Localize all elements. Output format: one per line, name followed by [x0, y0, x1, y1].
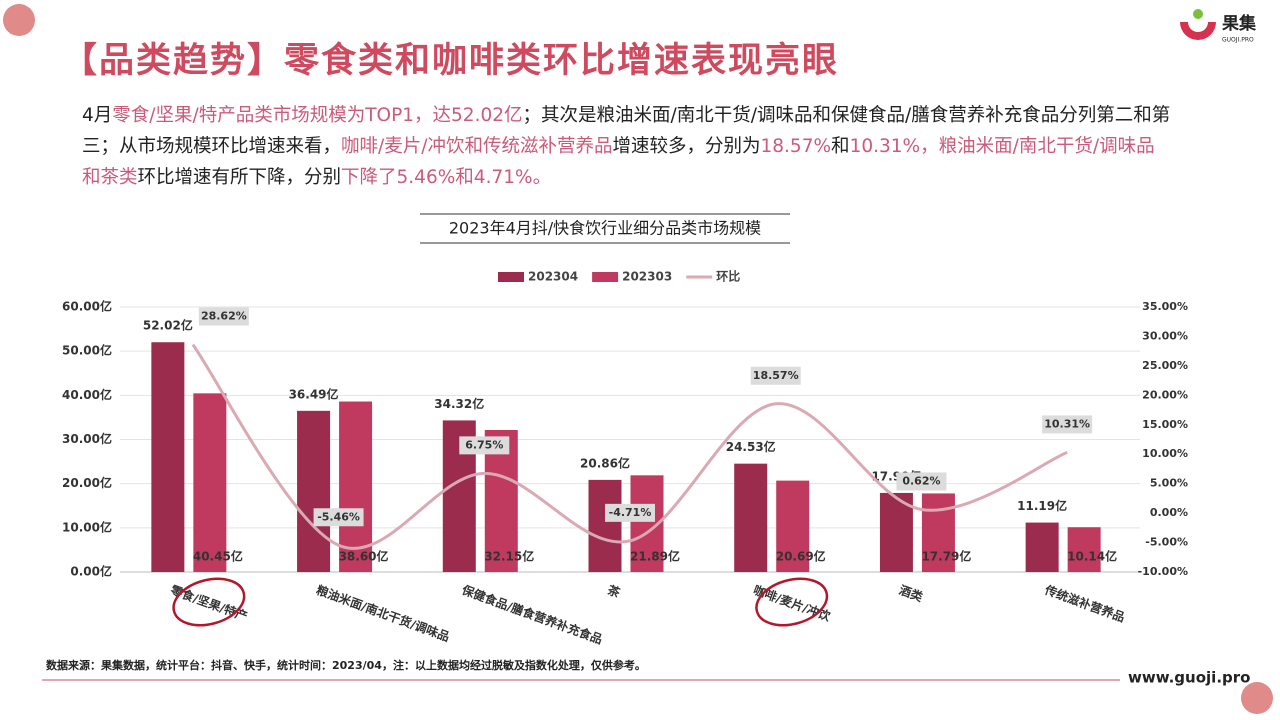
line-label-box [459, 436, 510, 455]
y-tick-label: 60.00亿 [62, 299, 112, 314]
summary-text: 下降了5.46%和4.71%。 [341, 167, 552, 188]
y2-tick-label: 0.00% [1150, 506, 1188, 519]
footer-source: 数据来源：果集数据，统计平台：抖音、快手，统计时间：2023/04，注：以上数据… [46, 658, 646, 672]
y-tick-label: 0.00亿 [70, 564, 112, 579]
bar-label: 20.69亿 [776, 549, 826, 564]
y2-tick-label: -5.00% [1145, 536, 1188, 549]
x-tick-label: 传统滋补营养品 [1042, 582, 1127, 625]
annotation-circle [172, 577, 246, 627]
legend-label: 202304 [528, 270, 578, 284]
logo-sub: GUOJI.PRO [1222, 37, 1254, 44]
bar [339, 401, 373, 572]
bar-label: 38.60亿 [339, 549, 389, 564]
line-label-box [1042, 415, 1093, 434]
footer-url: www.guoji.pro [1128, 669, 1250, 687]
y2-tick-label: 15.00% [1142, 418, 1188, 431]
bar [588, 479, 622, 572]
legend-label: 环比 [716, 269, 740, 284]
summary-text: 环比增速有所下降，分别 [137, 167, 342, 188]
line [191, 343, 1068, 550]
line-label-box [605, 503, 655, 522]
y-tick-label: 50.00亿 [62, 343, 112, 358]
bar-label: 21.89亿 [630, 549, 680, 564]
summary-text: 咖啡/麦片/冲饮和传统滋补营养品 [341, 136, 613, 157]
summary-text: 18.57% [760, 136, 832, 157]
line-label: 18.57% [753, 369, 799, 382]
decor-dot [1241, 682, 1273, 714]
slide-title: 【品类趋势】零食类和咖啡类环比增速表现亮眼 [62, 41, 840, 81]
line-label: -5.46% [317, 510, 360, 523]
bar-label: 24.53亿 [726, 439, 776, 454]
x-tick-label: 零食/坚果/特产 [168, 582, 250, 624]
x-tick-label: 咖啡/麦片/冲饮 [751, 582, 833, 624]
bar-label: 52.02亿 [143, 318, 193, 333]
x-tick-label: 酒类 [897, 582, 926, 605]
legend-label: 202303 [622, 270, 672, 284]
line-label-box [896, 472, 947, 491]
bar-label: 17.79亿 [921, 549, 971, 564]
y2-tick-label: 25.00% [1142, 359, 1188, 372]
line-label-box [313, 508, 364, 527]
line-label: 10.31% [1044, 417, 1090, 430]
bar-label: 20.86亿 [580, 455, 630, 470]
y2-tick-label: 35.00% [1142, 300, 1188, 313]
logo-mark [1193, 9, 1203, 19]
bar-label: 36.49亿 [289, 386, 339, 401]
line-label: 0.62% [902, 474, 940, 487]
x-tick-label: 粮油米面/南北干货/调味品 [314, 582, 451, 644]
bar-label: 34.32亿 [434, 396, 484, 411]
bar [1025, 522, 1059, 572]
decor-dot [3, 4, 35, 36]
logo-mark [1180, 22, 1216, 40]
line-label: 6.75% [465, 438, 503, 451]
bar [193, 393, 227, 572]
summary-text: ；其次是粮油米面/南北干货/调味品和保健食品/膳食营养补充食品分列第二和第三；从… [82, 105, 1171, 157]
summary-text: 4月 [82, 105, 113, 126]
y-tick-label: 20.00亿 [62, 475, 112, 490]
summary-text: 零食/坚果/特产品类市场规模为TOP1，达52.02亿 [112, 105, 523, 126]
line-label: -4.71% [609, 506, 652, 519]
bar [734, 463, 768, 572]
bar [921, 493, 955, 572]
annotation-circle [755, 577, 829, 627]
bar-label: 11.19亿 [1017, 498, 1067, 513]
y2-tick-label: -10.00% [1138, 565, 1188, 578]
x-tick-label: 茶 [605, 582, 623, 601]
summary-text: 10.31%，粮油米面/南北干货/调味品和茶类 [82, 136, 1155, 188]
y2-tick-label: 30.00% [1142, 329, 1188, 342]
y-tick-label: 40.00亿 [62, 387, 112, 402]
logo-text: 果集 [1222, 13, 1257, 34]
summary-text: 和 [831, 136, 850, 157]
chart-title: 2023年4月抖/快食饮行业细分品类市场规模 [449, 219, 761, 238]
y2-tick-label: 20.00% [1142, 388, 1188, 401]
bar-label: 40.45亿 [193, 549, 243, 564]
bar [776, 480, 810, 572]
bar-label: 32.15亿 [484, 549, 534, 564]
line-label-box [750, 366, 801, 385]
bar [151, 342, 185, 572]
summary: 4月零食/坚果/特产品类市场规模为TOP1，达52.02亿；其次是粮油米面/南北… [82, 100, 1172, 193]
line-label: 28.62% [201, 310, 247, 323]
bar [297, 410, 331, 572]
bar [1067, 527, 1101, 572]
line-label-box [198, 307, 249, 326]
y2-tick-label: 5.00% [1150, 477, 1188, 490]
x-tick-label: 保健食品/膳食营养补充食品 [459, 582, 605, 647]
bar-label: 10.14亿 [1067, 549, 1117, 564]
summary-text: 增速较多，分别为 [612, 136, 761, 157]
y2-tick-label: 10.00% [1142, 447, 1188, 460]
y-tick-label: 30.00亿 [62, 431, 112, 446]
legend-swatch [592, 272, 619, 282]
legend-swatch [498, 272, 524, 282]
y-tick-label: 10.00亿 [62, 519, 112, 534]
